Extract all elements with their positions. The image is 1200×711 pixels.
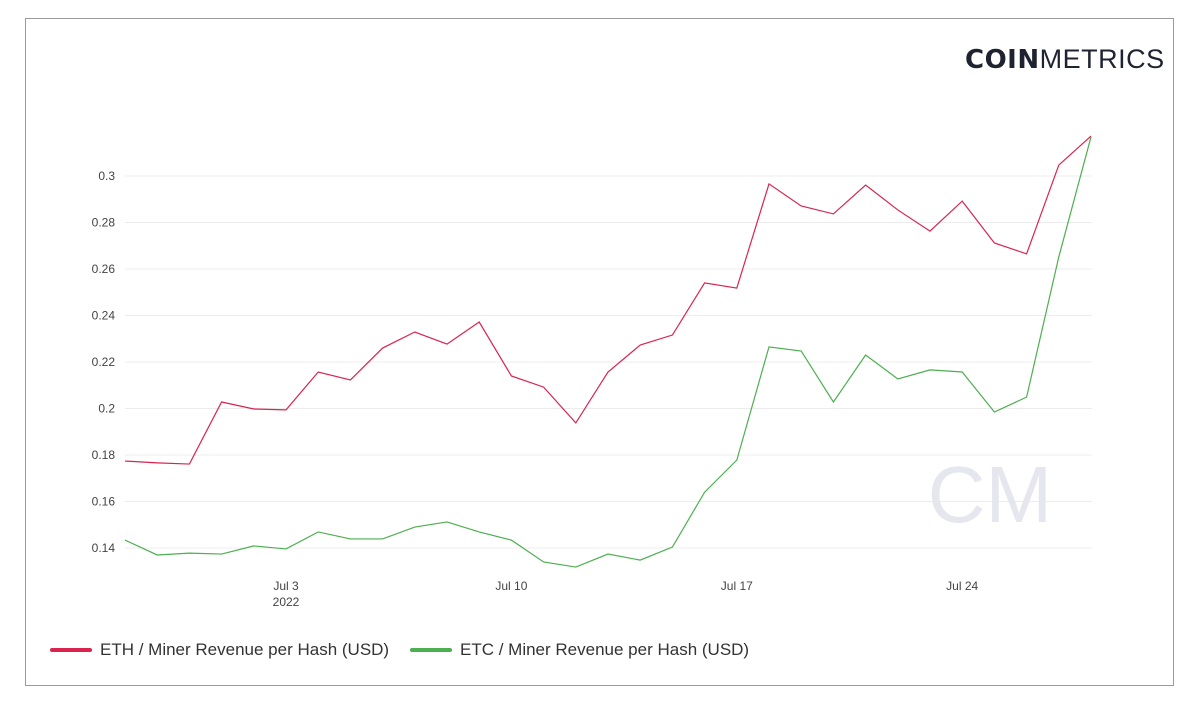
watermark: CM [928,450,1052,539]
x-tick-year: 2022 [273,595,300,609]
y-tick-label: 0.16 [92,495,116,509]
legend-item-eth[interactable]: ETH / Miner Revenue per Hash (USD) [50,640,389,660]
logo-light: METRICS [1039,44,1165,74]
x-axis: Jul 3 2022 Jul 10 Jul 17 Jul 24 [273,579,979,609]
y-tick-label: 0.26 [92,262,116,276]
y-tick-label: 0.22 [92,355,116,369]
x-tick-label: Jul 3 [273,579,299,593]
series-lines [124,135,1092,568]
y-tick-label: 0.14 [92,541,116,555]
series-line-eth[interactable] [124,135,1092,465]
logo-bold: COIN [965,45,1040,75]
legend-label-etc: ETC / Miner Revenue per Hash (USD) [460,640,750,659]
coinmetrics-logo: COINMETRICS [965,44,1165,75]
gridlines [125,175,1092,549]
y-axis: 0.14 0.16 0.18 0.2 0.22 0.24 0.26 0.28 0.3 [92,169,116,555]
legend-item-etc[interactable]: ETC / Miner Revenue per Hash (USD) [410,640,749,660]
chart-frame [25,18,1174,686]
legend-swatch-etc [410,648,452,652]
y-tick-label: 0.2 [98,402,115,416]
y-tick-label: 0.3 [98,169,115,183]
legend-swatch-eth [50,648,92,652]
y-tick-label: 0.24 [92,309,116,323]
x-tick-label: Jul 24 [946,579,978,593]
x-tick-label: Jul 10 [495,579,527,593]
x-tick-label: Jul 17 [721,579,753,593]
legend-label-eth: ETH / Miner Revenue per Hash (USD) [100,640,390,659]
y-tick-label: 0.28 [92,216,116,230]
y-tick-label: 0.18 [92,448,116,462]
